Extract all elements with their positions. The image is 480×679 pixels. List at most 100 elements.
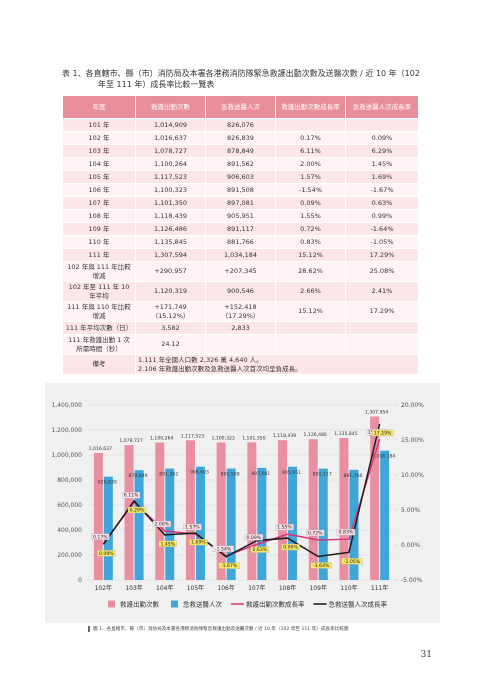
legend-label: 急救送醫人次成長率 [329,600,388,609]
table-cell: 0.63% [345,196,419,210]
note-cell: 1.111 年全國人口數 2,326 萬 4,640 人。 2.106 年救護出勤… [135,354,419,375]
label-box [91,533,110,540]
bar-label: 1,307,954 [365,410,388,416]
line-label: 1.57% [185,525,200,531]
line-label: 0.09% [247,535,262,541]
table-cell: 111 年救護出勤 1 次所需時間（秒） [62,334,136,355]
note-line: 1.111 年全國人口數 2,326 萬 4,640 人。 [138,356,263,364]
line-label: -1.64% [313,563,330,569]
label-box [97,550,116,557]
label-box [212,545,234,552]
table-cell: 111 年與 110 年比較增減 [62,301,136,322]
note-row: 備考 1.111 年全國人口數 2,326 萬 4,640 人。 2.106 年救護… [62,354,419,375]
y2-tick-label: 15.00% [401,437,424,444]
table-cell: 0.17% [275,131,346,145]
legend-label: 救護出勤次數 [120,600,160,609]
table-cell: 0.99% [345,209,419,223]
bar-label: 891,562 [159,472,178,478]
bar [339,438,349,580]
y2-tick-label: 5.00% [401,507,420,514]
bar-label: 1,118,439 [273,433,296,439]
line-label: 0.99% [283,545,298,551]
bar [195,466,205,580]
table-row: 111 年救護出勤 1 次所需時間（秒） 24.12 [62,334,419,355]
table-cell: 106 年 [62,183,136,197]
table-row: 111 年平均次數（日） 3,582 2,833 [62,321,419,335]
empty-cell [345,321,419,335]
x-tick-label: 111年 [371,584,388,592]
bar [134,470,144,580]
note-line: 2.106 年救護出勤次數及急救送醫人次首次均呈負成長。 [138,364,302,373]
empty-cell [275,118,346,132]
bar [380,450,390,580]
table-cell: 905,951 [205,209,276,223]
table-cell: 102 年 [62,131,136,145]
table-row: 102 年與 111 年比較增減 +290,957 +207,345 28.62% 25… [62,261,419,282]
line-label: 17.29% [374,430,392,436]
bar [318,468,328,580]
y-tick-label: 1,000,000 [51,452,82,459]
empty-cell [345,334,419,355]
table-cell: 1,135,845 [135,235,206,249]
y-tick-label: 1,400,000 [51,402,82,409]
table-cell: -1.64% [345,222,419,236]
bar [93,452,103,580]
table-cell: 2.00% [275,157,346,171]
empty-cell [275,321,346,335]
line-label: 6.29% [130,507,145,513]
table-cell: 900,546 [205,281,276,302]
table-cell: 878,849 [205,144,276,158]
x-tick-label: 109年 [310,584,327,592]
table-cell: 897,081 [205,196,276,210]
y-tick-label: 400,000 [57,527,82,534]
x-tick-label: 102年 [95,584,112,592]
table-cell: +152,418（17.29%） [205,301,276,322]
table-cell: 25.08% [345,261,419,282]
bar-label: 826,839 [98,480,117,486]
y2-tick-label: 20.00% [401,402,424,409]
line-label: 0.17% [93,534,108,540]
table-cell: 1,078,727 [135,144,206,158]
line-label: -1.67% [221,563,238,569]
line-label: 1.69% [191,540,206,546]
y2-tick-label: 10.00% [401,472,424,479]
table-cell: -1.05% [345,235,419,249]
table-cell: 1.55% [275,209,346,223]
x-tick-label: 110年 [340,584,357,592]
label-box [275,524,294,531]
bar-label: 878,849 [129,473,148,479]
label-box [244,534,264,541]
line-label: -1.54% [215,546,232,552]
table-row: 106 年 1,100,323 891,508 -1.54% -1.67% [62,183,419,197]
bar-label: 1,034,184 [372,454,395,460]
y-tick-label: 0 [78,577,82,584]
data-table: 年度 救護出勤次數 急救送醫人次 救護出勤次數成長率 急救送醫人次成長率 101 年 1,… [62,95,419,375]
table-cell: 24.12 [135,334,206,355]
line-label: 1.45% [160,541,175,547]
bar [278,440,288,580]
bar-label: 1,101,350 [242,435,265,441]
table-cell: 102 年與 111 年比較增減 [62,261,136,282]
bar-label: 1,078,727 [119,438,142,444]
table-row: 105 年 1,117,523 906,603 1.57% 1.69% [62,170,419,184]
table-cell: 891,117 [205,222,276,236]
table-cell: 1,120,319 [135,281,206,302]
bar-label: 1,016,637 [89,446,112,452]
bar-label: 881,766 [343,473,362,479]
bar-label: 1,117,523 [181,433,204,439]
x-tick-label: 104年 [156,584,173,592]
label-box [127,506,147,514]
line-label: 0.83% [339,530,354,536]
table-cell: 110 年 [62,235,136,249]
label-box [189,539,208,546]
table-cell: 0.72% [275,222,346,236]
label-box [281,543,300,551]
bar-label: 1,100,323 [211,435,234,441]
empty-cell [205,334,276,355]
label-box [306,529,325,537]
header-cell: 年度 [62,95,136,119]
y-tick-label: 200,000 [57,552,82,559]
table-row: 107 年 1,101,350 897,081 0.09% 0.63% [62,196,419,210]
bar-label: 897,081 [251,471,270,477]
